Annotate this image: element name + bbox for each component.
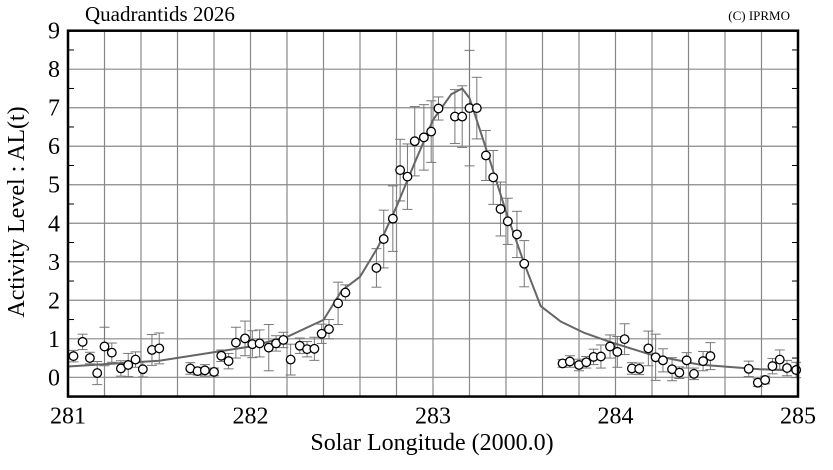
y-tick-label: 2: [48, 288, 60, 314]
x-axis-label: Solar Longitude (2000.0): [310, 430, 553, 456]
x-tick-label: 281: [50, 404, 86, 430]
data-point: [216, 350, 227, 361]
data-point: [564, 356, 575, 367]
data-point: [767, 361, 778, 372]
data-point: [674, 367, 685, 378]
data-point: [519, 258, 530, 269]
x-tick-label: 285: [780, 404, 816, 430]
data-point: [395, 165, 406, 176]
x-tick-label: 282: [233, 404, 269, 430]
x-tick-label: 284: [598, 404, 634, 430]
chart-title: Quadrantids 2026: [85, 2, 235, 26]
y-tick-label: 5: [48, 173, 60, 199]
data-point: [77, 336, 88, 347]
data-point: [634, 363, 645, 374]
data-point: [418, 132, 429, 143]
tick-labels: 281 282 283 284 285 0 1 2 3 4 5 6 7 8 9: [48, 19, 816, 430]
data-point: [495, 204, 506, 214]
data-point: [502, 216, 513, 227]
data-point: [681, 355, 692, 366]
data-point: [278, 334, 289, 345]
data-point: [154, 343, 165, 354]
data-point: [689, 368, 699, 379]
data-point: [106, 347, 117, 358]
y-axis-label: Activity Level : AL(t): [4, 106, 30, 317]
data-point: [480, 150, 491, 161]
data-point: [240, 333, 250, 344]
data-point: [409, 136, 420, 147]
data-point: [426, 126, 437, 137]
data-point: [99, 341, 110, 352]
data-point: [512, 229, 522, 240]
data-point: [643, 343, 654, 354]
data-point: [316, 328, 327, 339]
data-point: [387, 213, 398, 224]
y-tick-label: 8: [48, 57, 60, 83]
data-point: [760, 375, 771, 385]
data-point: [605, 341, 615, 352]
data-point: [658, 355, 668, 366]
data-point: [223, 356, 234, 367]
data-point: [137, 364, 148, 375]
copyright-label: (C) IPRMO: [728, 8, 790, 23]
data-point: [230, 337, 241, 348]
data-point: [199, 365, 210, 376]
data-point: [698, 356, 709, 367]
data-point: [84, 353, 95, 363]
data-point: [595, 351, 606, 362]
data-point: [92, 368, 103, 379]
data-point: [68, 351, 79, 362]
y-tick-label: 0: [48, 365, 60, 391]
data-point: [324, 324, 334, 335]
y-tick-label: 7: [48, 96, 60, 122]
data-point: [743, 363, 754, 374]
data-points: [68, 103, 802, 388]
data-point: [705, 351, 716, 362]
data-point: [209, 366, 219, 377]
data-point: [285, 354, 296, 365]
data-point: [581, 357, 592, 368]
y-tick-label: 6: [48, 134, 60, 160]
data-point: [309, 343, 320, 354]
error-bars: [68, 49, 802, 388]
data-point: [130, 354, 141, 365]
data-point: [619, 334, 630, 345]
grid: [67, 30, 799, 398]
data-point: [340, 287, 351, 298]
data-point: [378, 234, 389, 244]
data-point: [612, 346, 623, 357]
data-point: [371, 262, 382, 273]
y-tick-label: 9: [48, 19, 60, 45]
y-tick-label: 3: [48, 250, 60, 276]
data-point: [123, 360, 134, 370]
data-point: [471, 103, 482, 114]
data-point: [488, 172, 499, 183]
data-point: [774, 354, 785, 365]
data-point: [402, 171, 413, 182]
data-point: [457, 111, 468, 122]
y-tick-label: 4: [48, 211, 60, 237]
data-point: [433, 103, 444, 114]
data-point: [263, 342, 274, 353]
data-point: [782, 363, 793, 374]
plot-frame: [66, 29, 800, 398]
data-point: [254, 338, 265, 349]
x-tick-label: 283: [415, 404, 451, 430]
y-tick-label: 1: [48, 327, 60, 353]
data-point: [333, 298, 344, 309]
